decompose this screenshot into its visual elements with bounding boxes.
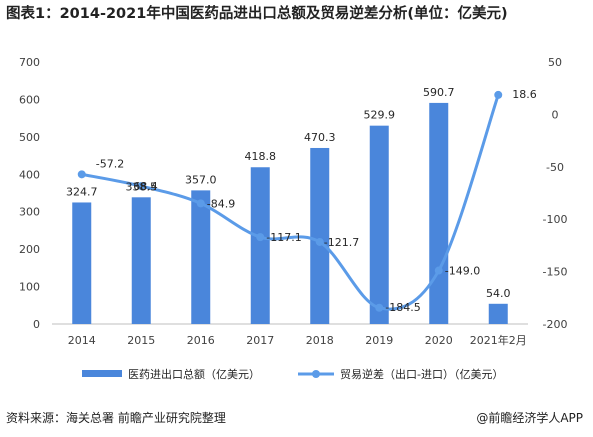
bar-data-label: 529.9 (364, 109, 396, 122)
y-left-tick-label: 100 (19, 281, 40, 294)
y-right-tick-label: -150 (543, 266, 568, 279)
y-left-tick-label: 400 (19, 168, 40, 181)
line-data-label: 68.4 (133, 180, 158, 193)
line-data-label: -184.5 (385, 301, 420, 314)
bar (131, 197, 151, 324)
y-left-tick-label: 600 (19, 93, 40, 106)
line-data-label: -57.2 (96, 157, 124, 170)
line-point (375, 303, 384, 312)
bar-data-label: 54.0 (486, 287, 511, 300)
bar (72, 202, 92, 324)
y-left-tick-label: 0 (33, 318, 40, 331)
credit-note: @前瞻经济学人APP (476, 411, 583, 425)
line-point (137, 182, 146, 191)
y-left-tick-label: 700 (19, 56, 40, 69)
legend-bar-swatch (82, 370, 122, 377)
line-point (256, 233, 265, 242)
x-tick-label: 2016 (187, 334, 215, 347)
x-tick-label: 2018 (306, 334, 334, 347)
bar-data-label: 338.5 (126, 180, 158, 193)
chart-title: 图表1：2014-2021年中国医药品进出口总额及贸易逆差分析(单位：亿美元) (6, 6, 508, 22)
source-note: 资料来源：海关总署 前瞻产业研究院整理 (6, 411, 226, 425)
y-right-tick-label: -200 (543, 318, 568, 331)
line-point (315, 237, 324, 246)
x-tick-label: 2019 (365, 334, 393, 347)
x-tick-label: 2014 (68, 334, 96, 347)
bar-data-label: 357.0 (185, 173, 217, 186)
x-tick-label: 2020 (425, 334, 453, 347)
x-tick-label: 2015 (127, 334, 155, 347)
line-point (77, 170, 86, 179)
bar (310, 147, 330, 324)
y-right-tick-label: -50 (546, 161, 564, 174)
y-left-tick-label: 300 (19, 206, 40, 219)
line-data-label: 18.6 (512, 88, 537, 101)
bar-data-label: 470.3 (304, 131, 336, 144)
bar-data-label: 590.7 (423, 86, 455, 99)
bar-data-label: 324.7 (66, 185, 98, 198)
y-right-tick-label: 50 (548, 56, 562, 69)
bar-data-label: 418.8 (245, 150, 277, 163)
y-left-tick-label: 500 (19, 131, 40, 144)
x-tick-label: 2017 (246, 334, 274, 347)
line-data-label: -121.7 (324, 236, 359, 249)
line-data-label: -84.9 (207, 197, 235, 210)
line-point (494, 90, 503, 99)
line-data-label: -149.0 (445, 265, 480, 278)
bar (250, 167, 270, 324)
legend-line-marker (312, 370, 320, 378)
x-tick-label: 2021年2月 (470, 333, 527, 347)
legend-line-label: 贸易逆差（出口-进口）（亿美元） (340, 367, 503, 381)
y-right-tick-label: 0 (552, 108, 559, 121)
bar (429, 102, 449, 325)
bar (369, 125, 389, 324)
bar (191, 190, 211, 324)
line-point (434, 266, 443, 275)
legend-bar-label: 医药进出口总额（亿美元） (128, 367, 260, 381)
line-point (196, 199, 205, 208)
bar (488, 303, 508, 324)
line-data-label: -117.1 (266, 231, 301, 244)
y-right-tick-label: -100 (543, 213, 568, 226)
y-left-tick-label: 200 (19, 243, 40, 256)
